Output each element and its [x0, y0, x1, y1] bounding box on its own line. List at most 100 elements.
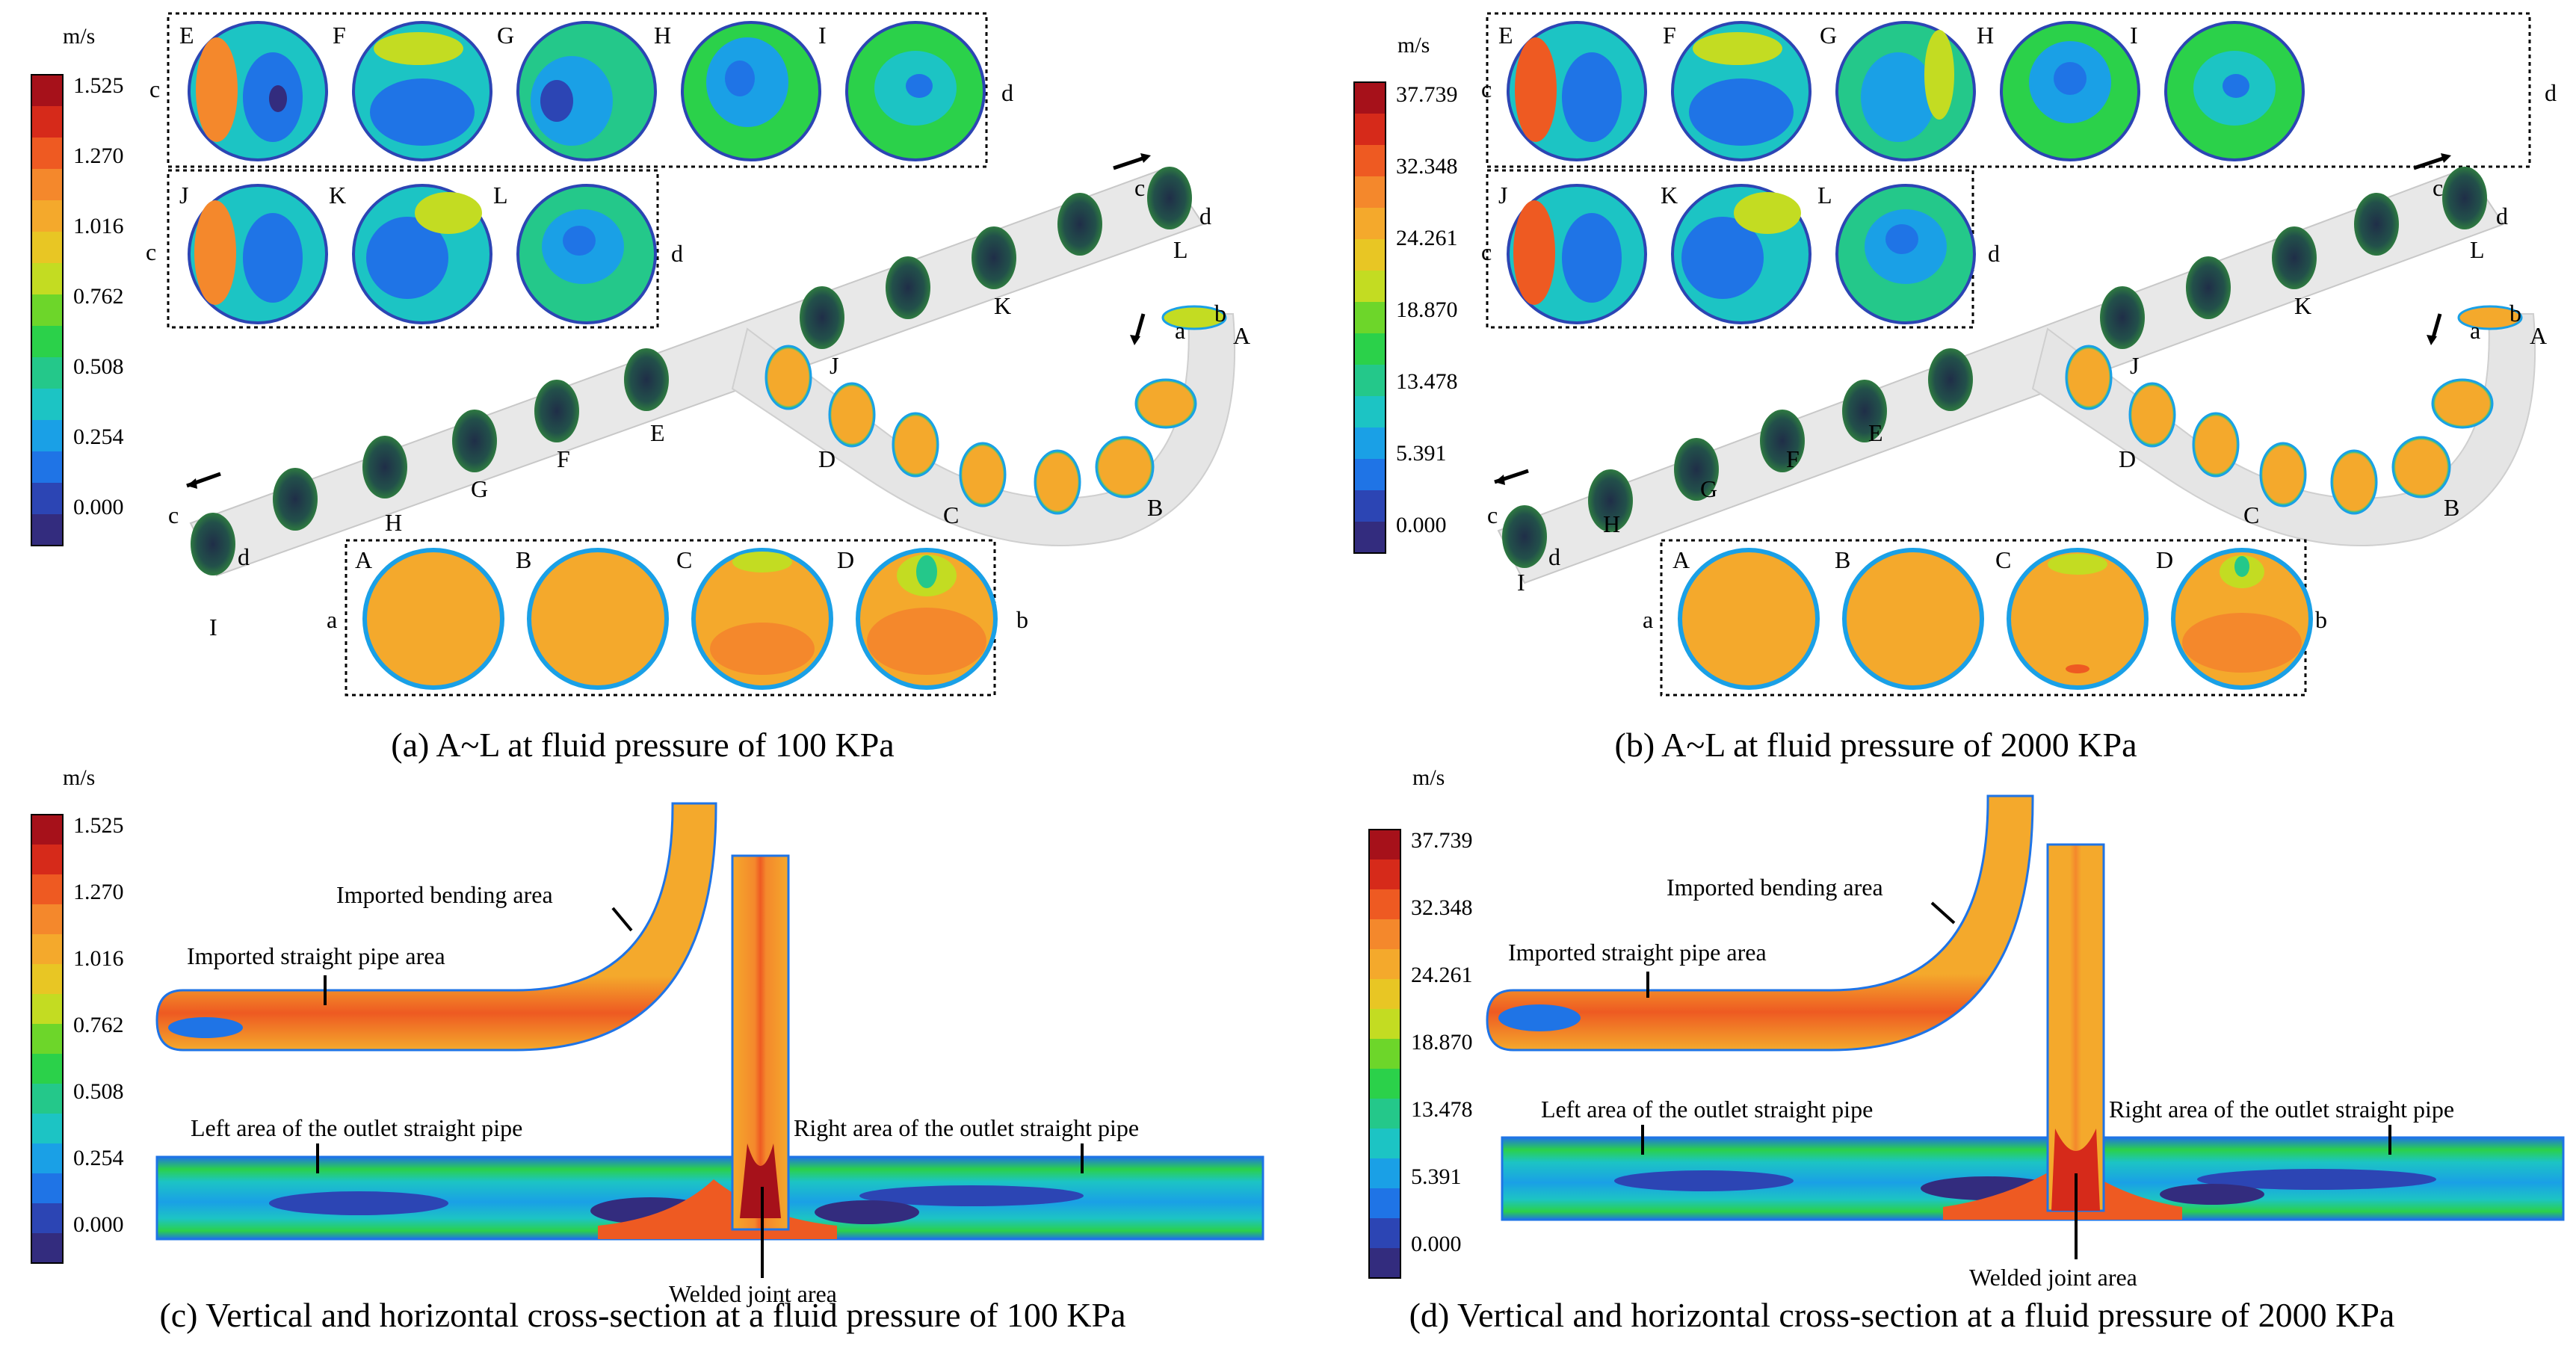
- side-label: d: [238, 543, 250, 570]
- section-label: K: [329, 182, 346, 209]
- cross-section: [1842, 548, 1984, 690]
- side-label: a: [327, 606, 337, 633]
- section-box-lower: [1660, 539, 2307, 697]
- scale-unit: m/s: [1397, 33, 1430, 58]
- scale-swatch: [31, 845, 63, 874]
- scale-tick: 1.270: [73, 880, 124, 904]
- scale-tick: 1.016: [73, 946, 124, 971]
- colour-scale: [31, 814, 64, 1264]
- section-labels-lower: A B C D a b: [327, 546, 1028, 633]
- scale-swatch: [31, 389, 63, 420]
- scale-ticks: 37.739 32.348 24.261 18.870 13.478 5.391…: [1396, 82, 1458, 537]
- side-label: a: [2470, 317, 2480, 344]
- pipe-labels: I H G F E J K L D C B A c d c d a b: [168, 174, 1250, 640]
- scale-tick: 37.739: [1396, 82, 1458, 107]
- scale-swatch: [1354, 490, 1386, 522]
- contour-core: [1562, 213, 1622, 303]
- section-label: A: [355, 546, 372, 573]
- scale-swatch: [31, 1114, 63, 1143]
- section-row-upper: [1507, 21, 2305, 161]
- panel-b: m/s 37.739 32.348 24.261 18.870 13.478 5…: [1353, 12, 2557, 764]
- scale-tick: 5.391: [1396, 441, 1447, 466]
- pipe-label: G: [1700, 475, 1717, 502]
- annotation-left-outlet: Left area of the outlet straight pipe: [191, 1114, 522, 1141]
- pipe-label: F: [557, 445, 570, 472]
- contour-min: [1885, 224, 1918, 254]
- section-label: A: [1672, 546, 1690, 573]
- annotation-left-outlet: Left area of the outlet straight pipe: [1541, 1096, 1873, 1123]
- scale-swatch: [31, 994, 63, 1024]
- pipe-label: C: [2243, 501, 2259, 528]
- side-label: b: [2509, 300, 2521, 327]
- contour-min: [725, 61, 755, 96]
- pipe-label: K: [2294, 292, 2311, 319]
- contour-high: [194, 200, 236, 305]
- contour-min: [2234, 556, 2249, 577]
- section-label: L: [493, 182, 508, 209]
- scale-swatch: [31, 294, 63, 326]
- outlet-arrow: [1113, 155, 1148, 170]
- scale-swatch: [31, 357, 63, 389]
- side-label: d: [2545, 79, 2557, 106]
- scale-border: [31, 814, 64, 1264]
- section-label: J: [1498, 182, 1507, 209]
- scale-tick: 1.525: [73, 73, 124, 98]
- side-label: c: [149, 75, 160, 102]
- contour-high: [1924, 30, 1954, 120]
- pipe-label: A: [2530, 322, 2547, 349]
- side-label: d: [1548, 543, 1560, 570]
- pipe-label: B: [1147, 494, 1163, 521]
- scale-ticks: 1.525 1.270 1.016 0.762 0.508 0.254 0.00…: [73, 73, 124, 519]
- scale-tick: 13.478: [1396, 369, 1458, 394]
- scale-tick: 0.508: [73, 1079, 124, 1104]
- side-label: a: [1175, 317, 1185, 344]
- scale-swatch: [31, 169, 63, 200]
- side-label: c: [1134, 174, 1145, 201]
- scale-swatch: [31, 514, 63, 546]
- section-label: G: [1820, 22, 1837, 49]
- section-label: K: [1661, 182, 1678, 209]
- contour-high: [2066, 664, 2089, 673]
- scale-tick: 0.000: [1396, 513, 1447, 537]
- scale-swatch: [1369, 1099, 1400, 1129]
- section-label: C: [1995, 546, 2011, 573]
- pipe-label: E: [650, 419, 665, 446]
- section-labels-middle: J K L c d: [1481, 182, 2000, 267]
- scale-swatch: [31, 874, 63, 904]
- contour-high: [2182, 613, 2302, 673]
- contour-high: [1693, 32, 1782, 65]
- pipe-label: B: [2444, 494, 2459, 521]
- inlet-arrow: [1134, 313, 1146, 341]
- annotation-straight: Imported straight pipe area: [187, 942, 445, 969]
- section-label: G: [497, 22, 514, 49]
- annotation-right-outlet: Right area of the outlet straight pipe: [794, 1114, 1139, 1141]
- pipe-label: A: [1233, 322, 1250, 349]
- scale-swatch: [1354, 459, 1386, 490]
- pipe-label: I: [1517, 569, 1525, 596]
- scale-swatch: [1369, 1069, 1400, 1099]
- scale-swatch: [1354, 333, 1386, 365]
- scale-swatch: [1369, 919, 1400, 949]
- scale-swatch: [31, 263, 63, 294]
- contour-low: [732, 552, 792, 572]
- section-label: B: [516, 546, 531, 573]
- scale-tick: 18.870: [1411, 1030, 1473, 1055]
- side-label: c: [1481, 238, 1492, 265]
- side-label: c: [2433, 174, 2443, 201]
- side-label: b: [1016, 606, 1028, 633]
- scale-tick: 18.870: [1396, 297, 1458, 322]
- side-label: d: [1001, 79, 1013, 106]
- colour-scale: [31, 74, 64, 546]
- side-label: b: [2315, 606, 2327, 633]
- flow-section: [155, 802, 1264, 1241]
- section-labels-middle: J K L c d: [146, 182, 683, 267]
- scale-tick: 24.261: [1411, 963, 1473, 987]
- scale-tick: 5.391: [1411, 1164, 1462, 1189]
- scale-swatch: [1354, 396, 1386, 427]
- pipe-label: I: [209, 614, 217, 640]
- scale-swatch: [1369, 1158, 1400, 1188]
- scale-unit: m/s: [63, 24, 95, 49]
- scale-swatch: [31, 1084, 63, 1114]
- contour-min: [2054, 62, 2087, 95]
- contour-core: [1562, 52, 1622, 142]
